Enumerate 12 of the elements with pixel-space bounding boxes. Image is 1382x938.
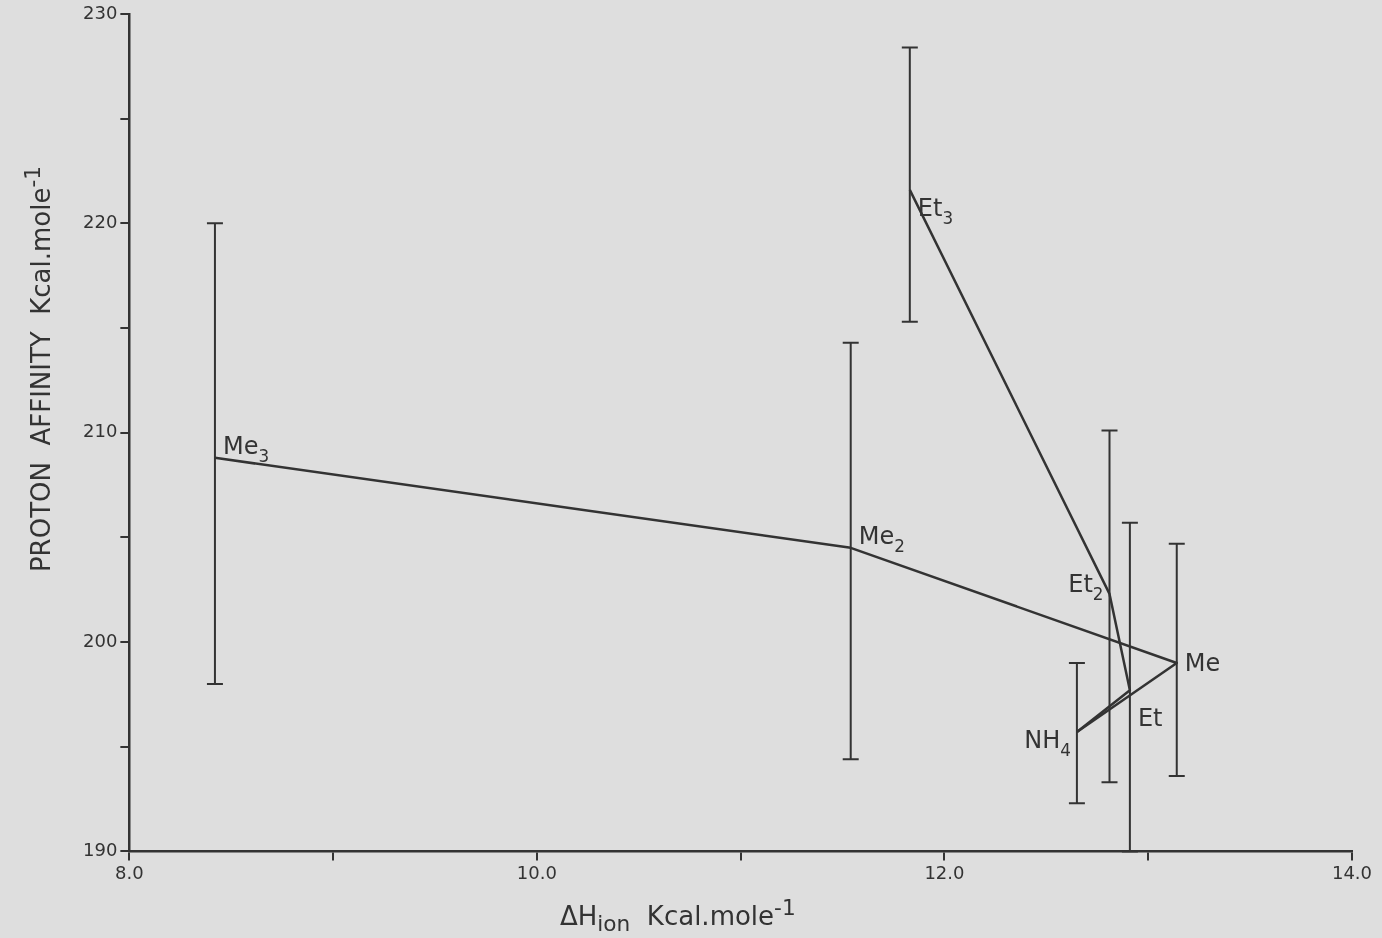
y-tick-label: 210 [83, 420, 118, 442]
x-axis-title: ΔH$_{ion}$ Kcal.mole$^{-1}$ [560, 895, 796, 936]
x-tick-label: 8.0 [115, 861, 144, 883]
x-tick-label: 10.0 [516, 861, 557, 883]
y-tick-label: 230 [83, 1, 118, 23]
annotation: Me [1184, 648, 1221, 677]
y-tick-label: 200 [83, 629, 118, 651]
y-tick-label: 220 [83, 211, 118, 233]
annotation: Et [1137, 704, 1163, 733]
x-tick-label: 12.0 [924, 861, 965, 883]
y-tick-label: 190 [83, 839, 118, 861]
x-tick-label: 14.0 [1331, 861, 1373, 883]
